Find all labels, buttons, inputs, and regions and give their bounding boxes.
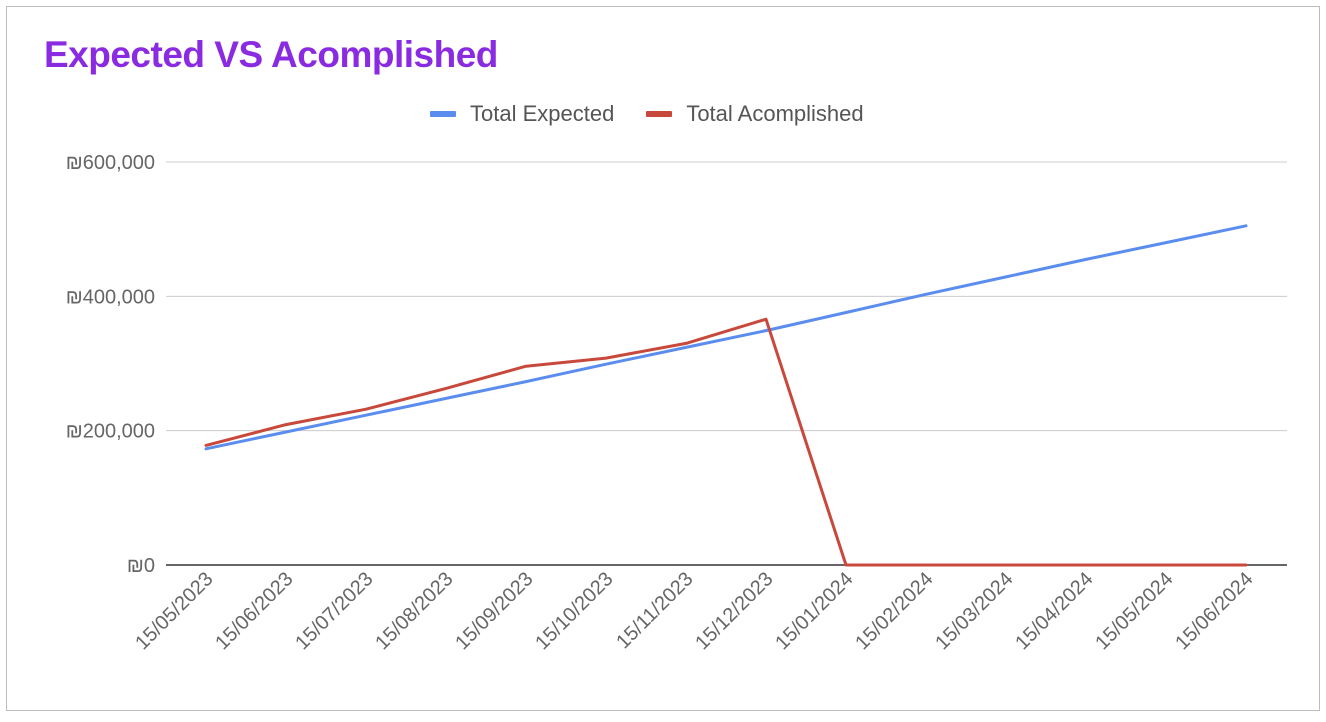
x-tick-label: 15/06/2024 — [1171, 568, 1257, 654]
x-tick-label: 15/05/2023 — [131, 568, 217, 654]
series-line-total-acomplished — [204, 317, 1248, 567]
x-tick-label: 15/11/2023 — [612, 568, 697, 653]
legend-label-acomplished: Total Acomplished — [686, 101, 864, 126]
x-tick-label: 15/03/2024 — [931, 568, 1017, 654]
series-line-total-expected — [204, 224, 1248, 451]
y-tick-label: ₪200,000 — [66, 421, 155, 443]
x-tick-label: 15/05/2024 — [1091, 568, 1177, 654]
legend-item-expected[interactable]: Total Expected — [430, 101, 614, 127]
y-tick-label: ₪400,000 — [66, 286, 155, 308]
x-tick-label: 15/12/2023 — [691, 568, 777, 654]
x-tick-label: 15/10/2023 — [531, 568, 617, 654]
y-tick-label: ₪600,000 — [66, 152, 155, 174]
x-tick-label: 15/09/2023 — [451, 568, 537, 654]
x-tick-label: 15/01/2024 — [771, 568, 857, 654]
legend-swatch-expected — [430, 111, 456, 117]
x-tick-label: 15/02/2024 — [851, 568, 937, 654]
x-tick-label: 15/06/2023 — [211, 568, 297, 654]
x-tick-label: 15/04/2024 — [1011, 568, 1097, 654]
legend-item-acomplished[interactable]: Total Acomplished — [646, 101, 864, 127]
chart-frame[interactable] — [6, 6, 1320, 711]
legend-label-expected: Total Expected — [470, 101, 615, 126]
chart-title: Expected VS Acomplished — [44, 34, 498, 75]
x-tick-label: 15/07/2023 — [291, 568, 377, 654]
chart-legend: Total Expected Total Acomplished — [430, 100, 864, 128]
y-tick-label: ₪0 — [127, 555, 155, 577]
x-tick-label: 15/08/2023 — [371, 568, 457, 654]
legend-swatch-acomplished — [646, 111, 673, 117]
